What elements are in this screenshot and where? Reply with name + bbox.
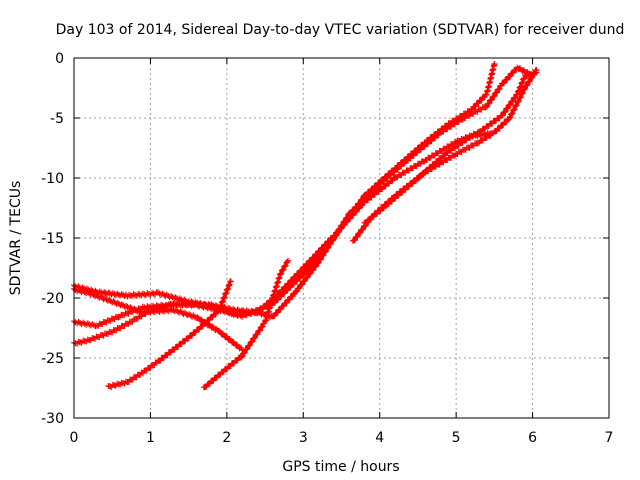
chart-title: Day 103 of 2014, Sidereal Day-to-day VTE… xyxy=(56,22,625,38)
y-tick-label: -30 xyxy=(41,411,64,427)
x-axis-label: GPS time / hours xyxy=(282,459,399,475)
series-markers xyxy=(71,64,532,330)
y-axis-label: SDTVAR / TECUs xyxy=(8,181,24,296)
axis-ticks: 0 1 2 3 4 5 6 7 0 -5 -10 -15 -20 -25 -30 xyxy=(41,51,613,446)
y-tick-label: -5 xyxy=(50,111,64,127)
series-2 xyxy=(71,285,246,353)
x-tick-label: 0 xyxy=(70,430,79,446)
y-tick-label: -25 xyxy=(41,351,64,367)
series-markers xyxy=(105,278,234,390)
x-tick-label: 6 xyxy=(528,430,537,446)
data-series xyxy=(71,61,540,391)
series-6 xyxy=(200,257,291,391)
x-tick-label: 4 xyxy=(375,430,384,446)
grid xyxy=(74,58,609,418)
series-markers xyxy=(361,130,494,226)
y-tick-label: 0 xyxy=(55,51,64,67)
x-tick-label: 7 xyxy=(605,430,614,446)
series-8 xyxy=(361,130,494,226)
x-tick-label: 5 xyxy=(452,430,461,446)
series-4 xyxy=(71,64,532,330)
series-5 xyxy=(105,278,234,390)
series-markers xyxy=(200,257,291,391)
y-tick-label: -15 xyxy=(41,231,64,247)
x-tick-label: 3 xyxy=(299,430,308,446)
x-tick-label: 1 xyxy=(146,430,155,446)
x-tick-label: 2 xyxy=(222,430,231,446)
series-markers xyxy=(71,285,246,353)
y-tick-label: -20 xyxy=(41,291,64,307)
y-tick-label: -10 xyxy=(41,171,64,187)
